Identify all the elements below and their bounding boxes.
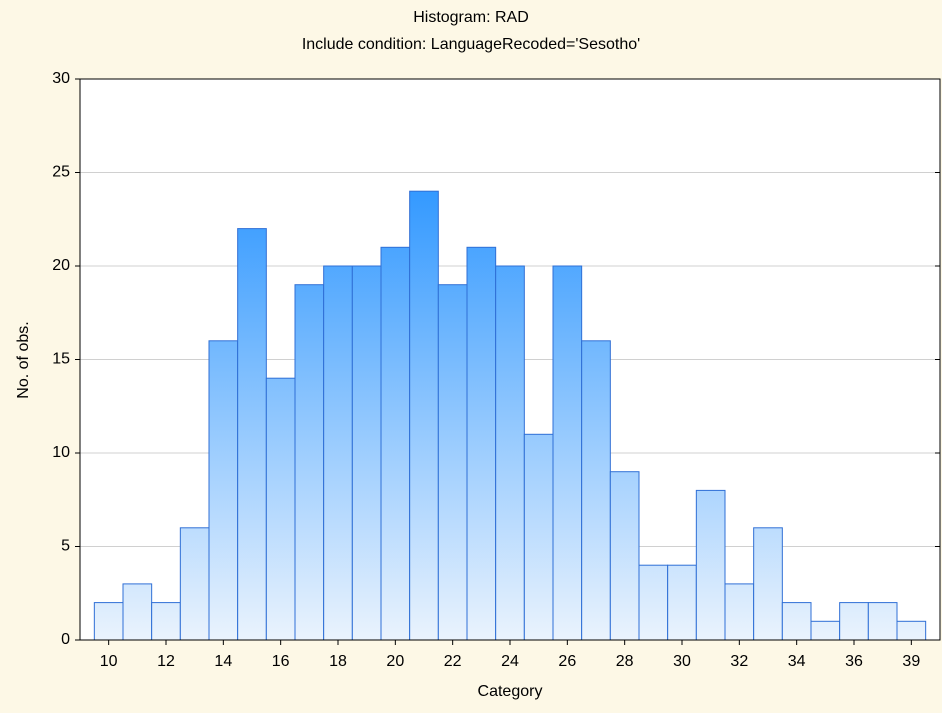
x-tick-label: 39 (902, 653, 920, 670)
x-tick-label: 34 (788, 653, 806, 670)
bar (810, 620, 841, 641)
bar (179, 527, 210, 641)
x-tick-label: 16 (272, 653, 290, 670)
x-tick-label: 30 (673, 653, 691, 670)
bar (724, 583, 755, 641)
bar (93, 602, 124, 641)
bar (208, 340, 239, 641)
bar (753, 527, 783, 641)
bar (781, 602, 812, 641)
x-tick-label: 18 (329, 653, 347, 670)
bar (896, 620, 927, 641)
bar (294, 284, 325, 641)
bar (638, 564, 669, 641)
x-tick-label: 10 (100, 653, 118, 670)
bar (609, 471, 640, 641)
x-tick-label: 24 (501, 653, 519, 670)
x-tick-label: 20 (386, 653, 404, 670)
x-tick-label: 36 (845, 653, 863, 670)
bar (695, 489, 726, 641)
x-tick-label: 22 (444, 653, 462, 670)
x-tick-label: 14 (214, 653, 232, 670)
bar (523, 433, 554, 641)
bar (495, 265, 525, 641)
bar (552, 265, 583, 641)
chart-subtitle: Include condition: LanguageRecoded='Seso… (302, 36, 640, 53)
y-axis-label: No. of obs. (15, 321, 32, 398)
bar (122, 583, 153, 641)
bar (380, 246, 411, 641)
x-tick-label: 32 (730, 653, 748, 670)
bar (437, 284, 468, 641)
y-tick-label: 15 (52, 351, 70, 368)
bar (265, 377, 296, 641)
plot-frame (79, 78, 941, 641)
bar (151, 602, 181, 641)
x-tick-label: 12 (157, 653, 175, 670)
x-tick-label: 26 (558, 653, 576, 670)
y-tick-label: 0 (61, 631, 70, 648)
x-axis-label: Category (478, 683, 543, 700)
y-tick-label: 25 (52, 164, 70, 181)
y-tick-label: 10 (52, 444, 70, 461)
bar (409, 190, 439, 641)
bar (867, 602, 898, 641)
x-tick-label: 28 (616, 653, 634, 670)
bar (839, 602, 869, 641)
bar (237, 228, 267, 641)
bar (466, 246, 497, 641)
y-tick-label: 30 (52, 70, 70, 87)
bar (351, 265, 382, 641)
bar (323, 265, 353, 641)
y-tick-label: 20 (52, 257, 70, 274)
chart-title: Histogram: RAD (413, 9, 529, 26)
bar (581, 340, 611, 641)
bar (667, 564, 697, 641)
y-tick-label: 5 (61, 538, 70, 555)
